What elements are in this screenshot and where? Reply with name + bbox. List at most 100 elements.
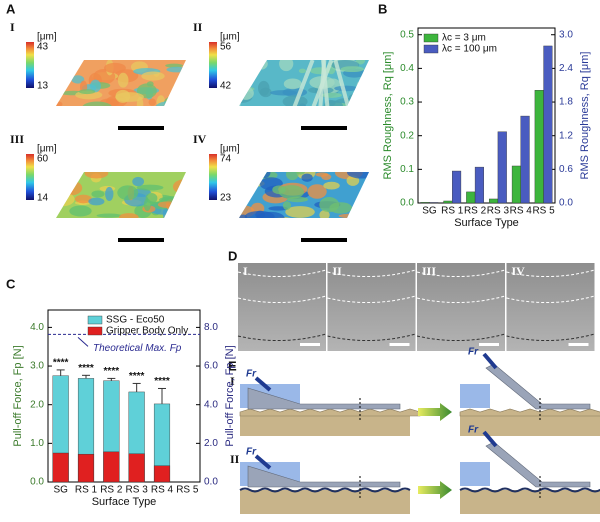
frame-label: III <box>422 264 436 278</box>
surface-blob <box>239 60 248 63</box>
panel-label: B <box>378 1 387 16</box>
surface-blob <box>71 75 85 84</box>
plot-frame <box>417 27 556 204</box>
ssg-layer <box>485 441 591 488</box>
force-label: Fr <box>468 425 479 436</box>
colorbar <box>26 42 34 88</box>
surface-blob <box>259 172 271 179</box>
rough-surface <box>239 408 421 417</box>
plot-frame <box>47 309 201 483</box>
legend-label: λc = 3 μm <box>442 33 486 44</box>
y-tick-label: 0.3 <box>400 97 414 108</box>
bar <box>128 453 145 483</box>
rough-surface <box>459 408 600 417</box>
micrograph <box>417 263 505 351</box>
x-tick-label: RS 5 <box>532 206 555 217</box>
surface-blob <box>56 180 67 186</box>
surface-blob <box>136 184 164 191</box>
surface-blob <box>319 210 330 218</box>
micrograph <box>506 263 595 351</box>
map-label: I <box>10 20 15 34</box>
surface-blob <box>356 81 366 88</box>
bar <box>429 202 439 204</box>
surface-blob <box>257 80 270 96</box>
micrograph <box>238 263 326 351</box>
x-tick-label: SG <box>53 485 68 496</box>
surface-blob <box>270 90 298 96</box>
colorbar <box>209 154 217 200</box>
scale-bar <box>118 126 164 130</box>
x-tick-label: RS 2 <box>464 206 487 217</box>
x-axis-label: Surface Type <box>454 217 519 229</box>
x-tick-label: RS 3 <box>487 206 510 217</box>
error-bar <box>158 387 166 404</box>
force-arrow <box>482 352 498 370</box>
colorbar-min: 23 <box>220 193 232 204</box>
surface-blob <box>146 81 154 87</box>
surface-blob <box>340 66 364 73</box>
panel-label: C <box>6 276 16 291</box>
substrate <box>460 490 600 514</box>
gripper-body <box>460 462 490 486</box>
surface-blob <box>105 186 114 202</box>
panel-label: E <box>228 358 237 373</box>
y2-tick-label: 2.4 <box>559 63 573 74</box>
surface-blob <box>96 213 122 218</box>
y2-tick-label: 1.8 <box>559 97 573 108</box>
scale-bar <box>301 126 347 130</box>
surface-blob <box>143 198 151 211</box>
ssg-layer <box>247 387 401 410</box>
surface-blob <box>132 176 145 187</box>
surface-blob <box>56 192 75 207</box>
wet-surface <box>459 487 600 493</box>
surface-blob <box>355 93 369 104</box>
error-bar <box>82 374 90 379</box>
surface-blob <box>56 172 68 185</box>
surface-blob <box>155 101 185 106</box>
significance-label: **** <box>104 366 120 377</box>
force-label: Fr <box>246 369 257 380</box>
surface-blob <box>346 172 369 179</box>
bar <box>497 131 507 204</box>
surface-blob <box>360 73 369 89</box>
colorbar-max: 74 <box>220 154 232 165</box>
surface-blob <box>282 201 292 211</box>
transition-arrow <box>418 481 452 499</box>
bar <box>543 45 553 204</box>
force-label: Fr <box>246 447 257 458</box>
force-arrow <box>254 454 272 470</box>
row-label: II <box>230 452 240 466</box>
colorbar-min: 14 <box>37 193 49 204</box>
surface-blob <box>321 173 332 181</box>
surface-blob <box>104 62 126 74</box>
y-tick-label: 0.4 <box>400 63 414 74</box>
surface-blob <box>338 213 367 218</box>
surface-blob <box>239 79 253 86</box>
surface-blob <box>165 63 183 68</box>
y-tick-label: 4.0 <box>30 322 44 333</box>
surface-blob <box>57 183 74 196</box>
map-label: III <box>10 132 24 146</box>
surface-blob <box>56 192 71 198</box>
surface-blob <box>157 201 178 208</box>
legend-swatch <box>423 33 439 43</box>
micrograph <box>327 263 416 351</box>
bar <box>153 465 171 483</box>
y-tick-label: 0.5 <box>400 29 414 40</box>
y-tick-label: 0.2 <box>400 130 414 141</box>
reference-label: Theoretical Max. Fp <box>93 343 182 354</box>
bar <box>534 90 544 204</box>
force-arrow <box>482 430 498 448</box>
surface-blob <box>360 103 368 106</box>
surface-blob <box>239 63 248 70</box>
surface-blob <box>283 78 302 90</box>
panel-label: D <box>228 248 237 263</box>
surface-blob <box>278 185 305 199</box>
y-tick-label: 2.0 <box>30 399 44 410</box>
significance-label: **** <box>129 371 145 382</box>
frame-label: IV <box>512 264 526 278</box>
bar <box>466 191 476 204</box>
surface-blob <box>319 196 340 213</box>
y-tick-label: 0.1 <box>400 164 414 175</box>
significance-label: **** <box>154 376 170 387</box>
